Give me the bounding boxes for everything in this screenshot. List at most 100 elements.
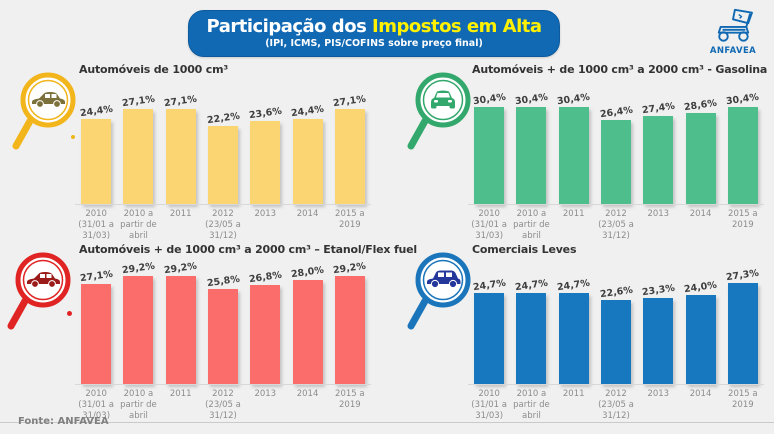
bar-value-label: 30,4% <box>514 91 549 107</box>
chart-plot: 27,1% 2010 (31/01 a 31/03) 29,2% 2010 a partir… <box>75 260 371 422</box>
bar-value-label: 23,6% <box>248 106 283 122</box>
category-label: 2012 (23/05 a 31/12) <box>598 209 634 242</box>
chart-plot: 30,4% 2010 (31/01 a 31/03) 30,4% 2010 a partir… <box>468 80 764 242</box>
anfavea-truck-icon <box>717 8 753 42</box>
bar-value-label: 29,2% <box>163 260 198 277</box>
bar <box>81 283 112 384</box>
anfavea-logo-label: ANFAVEA <box>709 45 757 56</box>
category-label: 2015 a 2019 <box>728 209 758 231</box>
bar <box>516 292 547 384</box>
bar <box>81 118 112 204</box>
category-label: 2015 a 2019 <box>335 209 365 231</box>
bar-column: 30,4% 2010 a partir de abril <box>510 80 552 242</box>
bar-column: 27,3% 2015 a 2019 <box>722 260 764 422</box>
bar-value-label: 24,7% <box>472 277 507 293</box>
bar-column: 23,3% 2013 <box>637 260 679 422</box>
bar <box>123 276 154 384</box>
bar-value-label: 25,8% <box>205 273 241 289</box>
bar-column: 27,1% 2015 a 2019 <box>329 80 371 242</box>
category-label: 2010 a partir de abril <box>120 209 157 242</box>
bar-value-label: 30,4% <box>556 91 591 107</box>
bar-column: 29,2% 2015 a 2019 <box>329 260 371 422</box>
bar-column: 22,2% 2012 (23/05 a 31/12) <box>202 80 244 242</box>
bar <box>292 280 323 384</box>
bar <box>474 292 505 384</box>
bar-value-label: 23,3% <box>641 282 676 299</box>
bar-value-label: 27,3% <box>725 267 760 284</box>
category-label: 2011 <box>562 389 585 399</box>
category-label: 2012 (23/05 a 31/12) <box>205 209 241 242</box>
category-label: 2011 <box>169 389 192 399</box>
bar <box>558 292 589 384</box>
chart-comerciais-leves: Comerciais Leves 24,7% 2010 (31/01 a 31/03)… <box>468 242 764 422</box>
bar-value-label: 24,7% <box>514 277 549 293</box>
bar <box>250 284 281 384</box>
category-label: 2012 (23/05 a 31/12) <box>598 389 634 422</box>
category-label: 2010 (31/01 a 31/03) <box>78 209 114 242</box>
bar <box>516 106 547 204</box>
title-banner: Participação dos Impostos em Alta (IPI, … <box>188 10 560 57</box>
bar-value-label: 27,4% <box>641 101 676 117</box>
category-label: 2014 <box>689 209 712 219</box>
bar-value-label: 24,4% <box>290 103 325 119</box>
category-label: 2011 <box>562 209 585 219</box>
chart-title: Comerciais Leves <box>472 243 577 256</box>
category-label: 2014 <box>296 209 319 219</box>
chart-plot: 24,7% 2010 (31/01 a 31/03) 24,7% 2010 a partir… <box>468 260 764 422</box>
bar-value-label: 22,6% <box>598 285 634 301</box>
category-label: 2013 <box>254 209 277 219</box>
bar-column: 24,4% 2010 (31/01 a 31/03) <box>75 80 117 242</box>
bar-value-label: 27,1% <box>163 93 198 110</box>
category-label: 2010 a partir de abril <box>120 389 157 422</box>
bar-column: 24,4% 2014 <box>286 80 328 242</box>
bar <box>643 297 674 384</box>
category-label: 2012 (23/05 a 31/12) <box>205 389 241 422</box>
chart-automoveis-2000-gasolina: Automóveis + de 1000 cm³ a 2000 cm³ - Ga… <box>468 62 767 242</box>
chart-automoveis-2000-etanol: Automóveis + de 1000 cm³ a 2000 cm³ – Et… <box>75 242 417 422</box>
bar-value-label: 27,1% <box>121 93 156 110</box>
bar-value-label: 26,4% <box>598 104 634 120</box>
page-title-part2: Impostos em Alta <box>366 16 542 38</box>
bar-column: 28,6% 2014 <box>679 80 721 242</box>
bar-value-label: 27,1% <box>332 93 367 110</box>
category-label: 2014 <box>689 389 712 399</box>
bar <box>334 276 365 384</box>
car-sedan-side-icon <box>7 252 71 330</box>
chart-automoveis-1000: Automóveis de 1000 cm³ 24,4% 2010 (31/01 a… <box>75 62 371 242</box>
category-label: 2010 a partir de abril <box>513 389 550 422</box>
bar <box>334 109 365 204</box>
magnifier-blue <box>403 244 483 340</box>
bar-column: 26,4% 2012 (23/05 a 31/12) <box>595 80 637 242</box>
axis-baseline <box>75 204 371 205</box>
bar-value-label: 24,0% <box>683 279 718 296</box>
bar-value-label: 24,7% <box>556 277 591 293</box>
category-label: 2013 <box>254 389 277 399</box>
category-label: 2010 (31/01 a 31/03) <box>78 389 114 422</box>
category-label: 2013 <box>647 209 670 219</box>
car-suv-side-icon <box>407 252 471 330</box>
bar <box>123 109 154 204</box>
bar-column: 24,7% 2010 (31/01 a 31/03) <box>468 260 510 422</box>
bar-column: 30,4% 2010 (31/01 a 31/03) <box>468 80 510 242</box>
axis-baseline <box>468 384 764 385</box>
bar <box>474 106 505 204</box>
category-label: 2010 (31/01 a 31/03) <box>471 209 507 242</box>
page-subtitle: (IPI, ICMS, PIS/COFINS sobre preço final… <box>265 37 483 49</box>
magnifier-red <box>3 244 83 340</box>
bar <box>250 121 281 204</box>
bar <box>165 276 196 384</box>
chart-title: Automóveis de 1000 cm³ <box>79 63 228 76</box>
anfavea-logo: ANFAVEA <box>698 4 768 58</box>
bar-value-label: 30,4% <box>472 91 507 107</box>
bar <box>727 283 758 384</box>
bar <box>207 288 238 384</box>
bar-value-label: 28,6% <box>683 97 718 113</box>
bar-column: 29,2% 2011 <box>160 260 202 422</box>
bar-column: 25,8% 2012 (23/05 a 31/12) <box>202 260 244 422</box>
bar <box>600 119 631 204</box>
category-label: 2015 a 2019 <box>728 389 758 411</box>
bar-column: 24,0% 2014 <box>679 260 721 422</box>
bar-column: 27,1% 2010 a partir de abril <box>117 80 159 242</box>
category-label: 2010 a partir de abril <box>513 209 550 242</box>
bar-column: 24,7% 2010 a partir de abril <box>510 260 552 422</box>
